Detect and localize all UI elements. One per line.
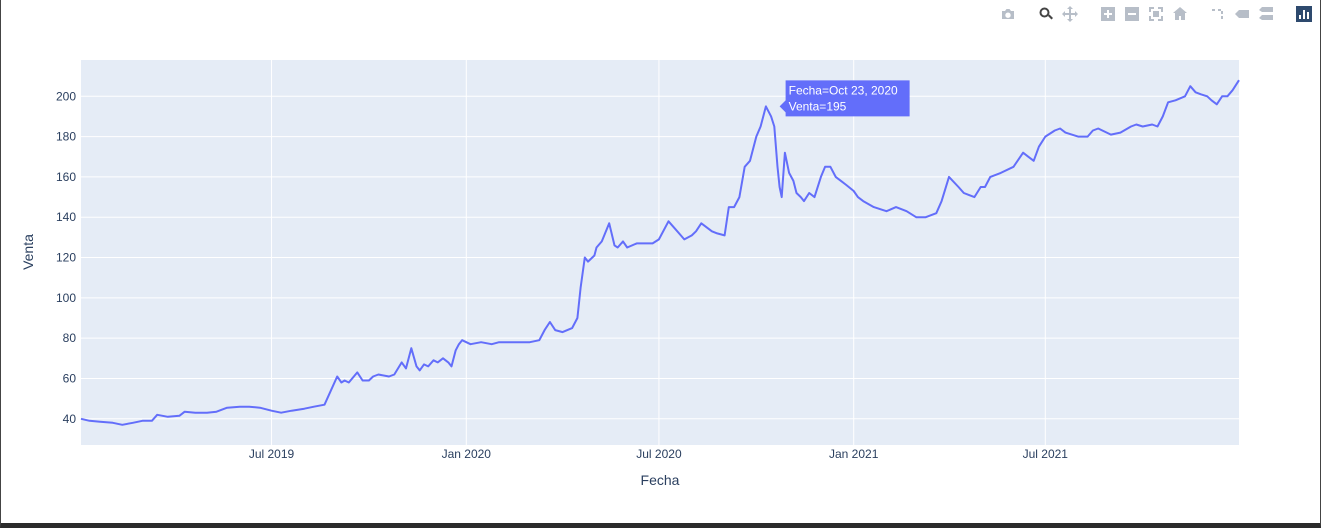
y-tick-label: 100 — [56, 291, 76, 305]
x-axis-title: Fecha — [641, 472, 680, 488]
y-tick-label: 140 — [56, 210, 76, 224]
y-axis-title: Venta — [20, 234, 36, 270]
pan-icon[interactable] — [1061, 5, 1079, 23]
zoom-icon[interactable] — [1037, 5, 1055, 23]
autoscale-icon[interactable] — [1147, 5, 1165, 23]
y-tick-labels: 40 60 80 100 120 140 160 180 200 — [56, 89, 76, 426]
plotly-logo-icon[interactable] — [1295, 5, 1313, 23]
hover-closest-icon[interactable] — [1233, 5, 1251, 23]
camera-icon[interactable] — [999, 5, 1017, 23]
series-line[interactable] — [80, 79, 1240, 426]
grid-lines — [81, 60, 1239, 445]
zoom-in-icon[interactable] — [1099, 5, 1117, 23]
zoom-out-icon[interactable] — [1123, 5, 1141, 23]
hover-tooltip: Fecha=Oct 23, 2020 Venta=195 — [779, 80, 910, 117]
x-tick-label: Jul 2019 — [249, 447, 295, 461]
x-tick-labels: Jul 2019 Jan 2020 Jul 2020 Jan 2021 Jul 2021 — [249, 447, 1068, 461]
reset-axes-icon[interactable] — [1171, 5, 1189, 23]
y-tick-label: 200 — [56, 89, 76, 103]
x-tick-label: Jan 2020 — [442, 447, 492, 461]
spike-lines-icon[interactable] — [1209, 5, 1227, 23]
hover-date-label: Fecha=Oct 23, 2020 — [789, 83, 898, 97]
x-tick-label: Jan 2021 — [829, 447, 879, 461]
x-tick-label: Jul 2021 — [1023, 447, 1069, 461]
y-tick-label: 160 — [56, 170, 76, 184]
y-tick-label: 180 — [56, 130, 76, 144]
hover-compare-icon[interactable] — [1257, 5, 1275, 23]
hover-value-label: Venta=195 — [789, 99, 847, 113]
plot-area[interactable] — [81, 60, 1239, 445]
y-tick-label: 60 — [63, 371, 77, 385]
y-tick-label: 120 — [56, 251, 76, 265]
x-tick-label: Jul 2020 — [636, 447, 682, 461]
y-tick-label: 40 — [63, 412, 77, 426]
hover-box — [779, 80, 910, 117]
y-tick-label: 80 — [63, 331, 77, 345]
modebar — [999, 4, 1313, 24]
